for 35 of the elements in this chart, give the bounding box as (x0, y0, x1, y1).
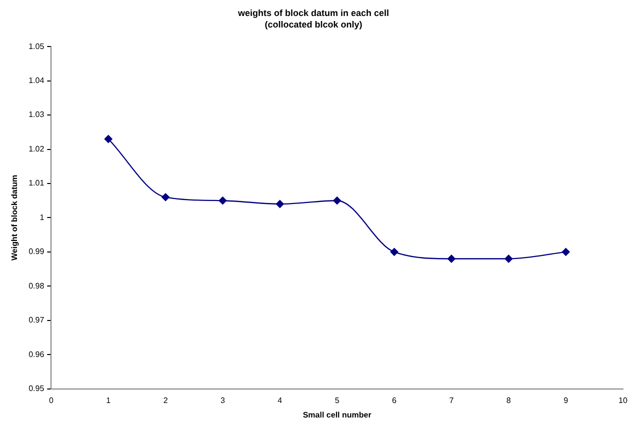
point (218, 196, 227, 205)
y-tick-label: 1.04 (28, 76, 45, 86)
y-axis-title: Weight of block datum (10, 174, 20, 261)
y-tick-label: 0.95 (28, 384, 45, 394)
y-tick-label: 0.98 (28, 281, 45, 290)
chart-subtitle: (collocated blcok only) (264, 20, 362, 30)
x-tick-label: 7 (449, 396, 454, 405)
x-tick-label: 4 (278, 396, 283, 405)
x-tick-label: 10 (618, 396, 628, 405)
point (390, 248, 398, 256)
y-tick-label: 1.03 (28, 110, 45, 120)
x-tick-label: 9 (564, 396, 569, 405)
point (333, 196, 342, 205)
x-tick-label: 2 (163, 396, 168, 405)
point (447, 254, 456, 263)
y-tick-label: 1 (40, 212, 45, 222)
x-tick-label: 8 (506, 396, 512, 405)
point (162, 193, 170, 202)
x-tick-label: 1 (106, 396, 112, 405)
point (104, 134, 112, 143)
y-tick-label: 1.02 (28, 144, 45, 154)
x-tick-label: 6 (392, 396, 398, 405)
point (504, 254, 513, 263)
y-tick-label: 0.99 (28, 247, 45, 256)
point (276, 200, 284, 208)
y-tick-label: 0.96 (28, 350, 45, 359)
chart-title: weights of block datum in each cell (236, 8, 390, 18)
x-tick-label: 0 (48, 396, 54, 405)
x-tick-label: 5 (334, 396, 340, 405)
point (562, 248, 570, 256)
x-tick-label: 3 (220, 396, 226, 405)
x-axis-title: Small cell number (302, 410, 372, 420)
y-tick-label: 0.97 (28, 316, 45, 325)
y-tick-label: 1.05 (28, 42, 45, 51)
y-tick-label: 1.01 (28, 178, 45, 188)
